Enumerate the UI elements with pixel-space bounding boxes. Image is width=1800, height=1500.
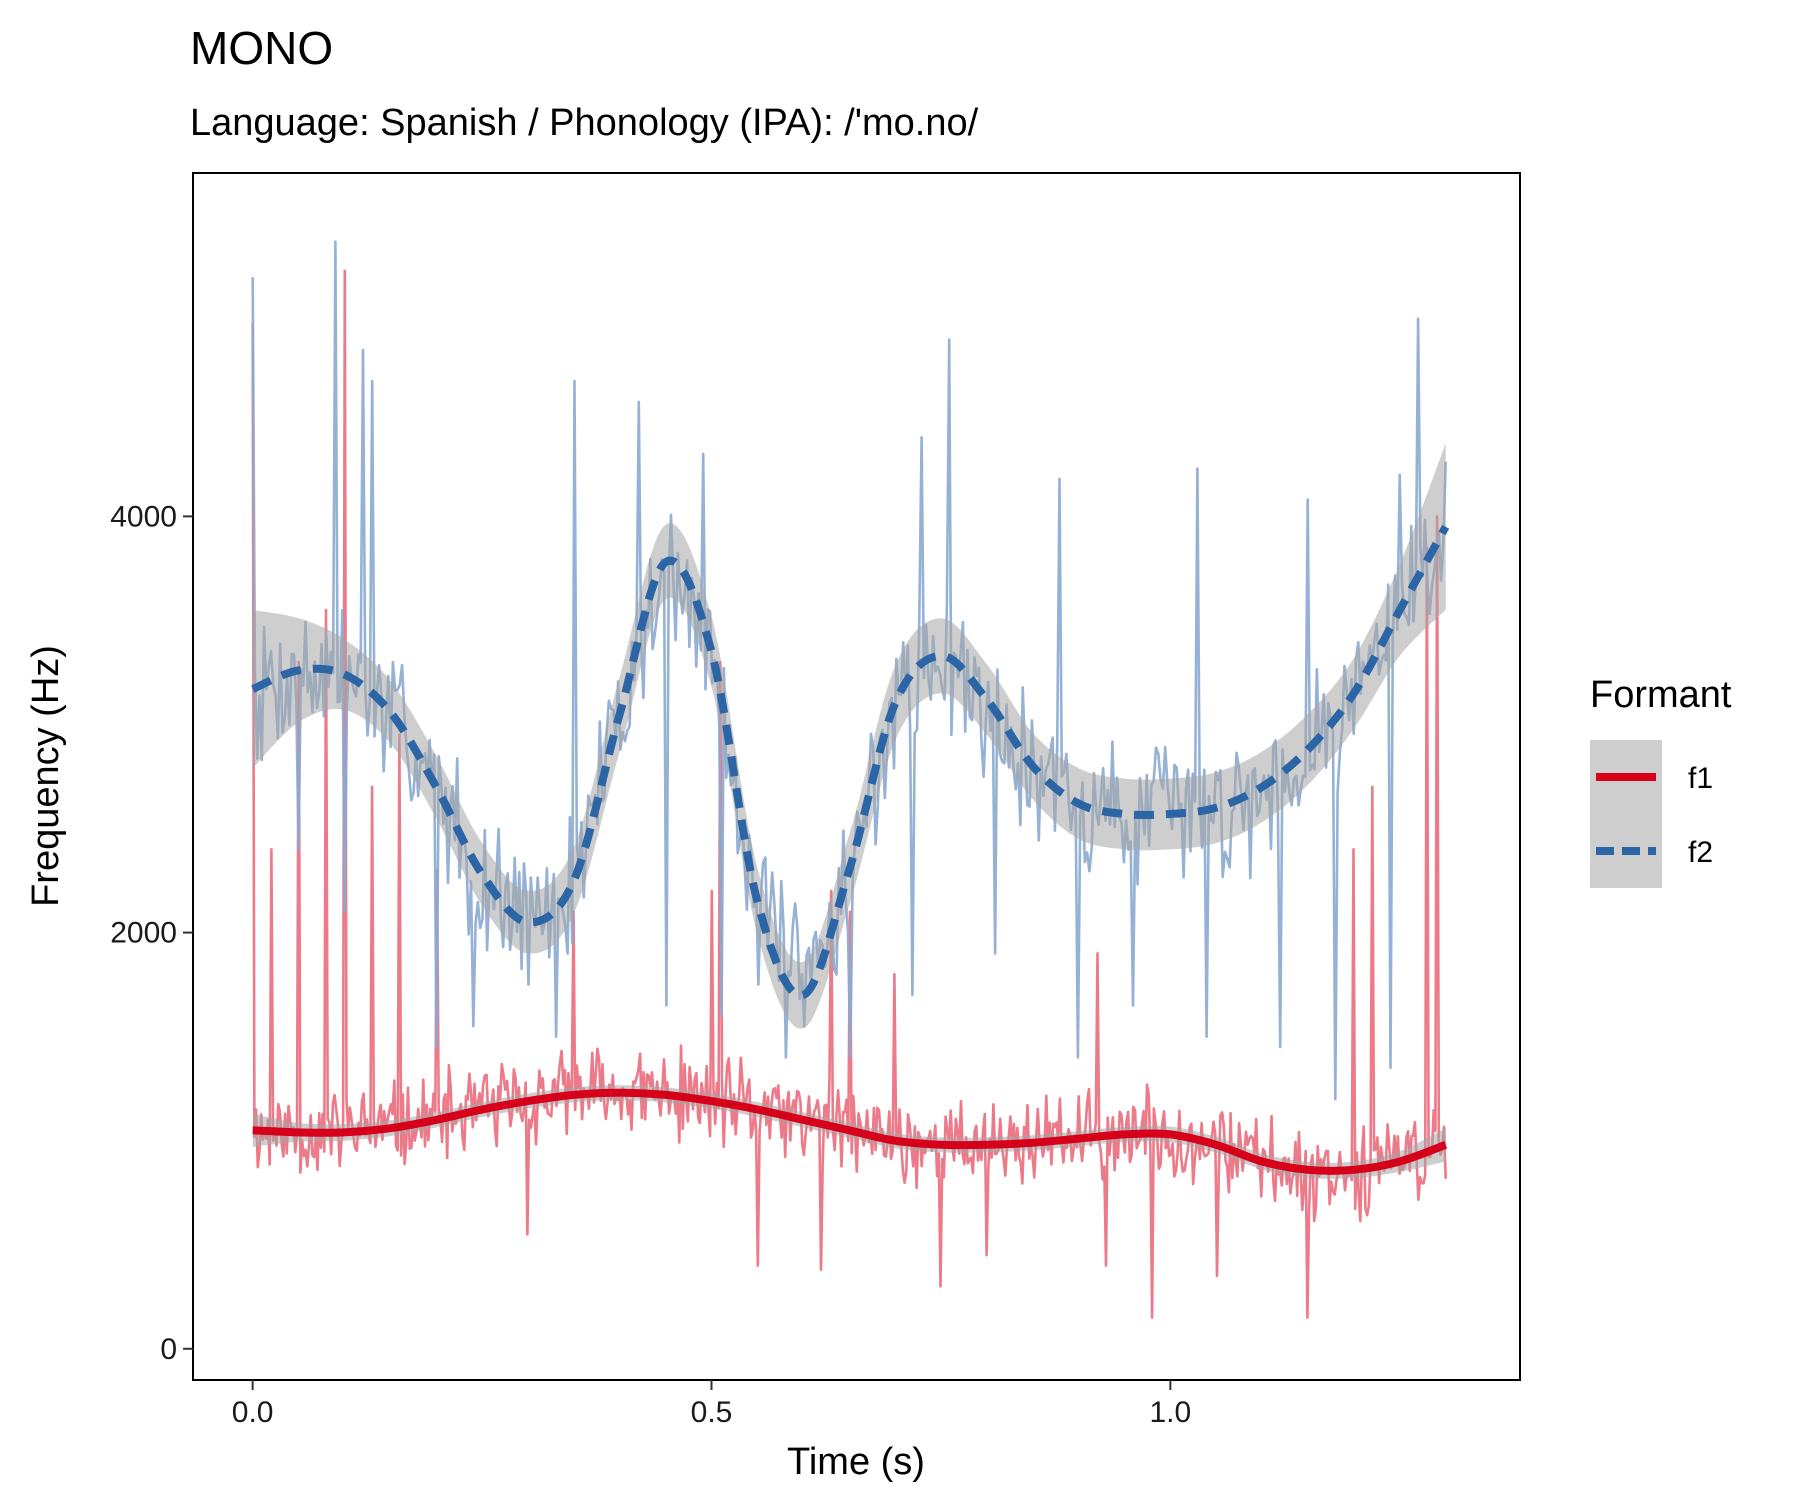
x-tick-label: 0.5 [691,1396,733,1429]
f2-raw-trace [251,240,1447,1101]
axes: 0.0 0.5 1.0 0 2000 4000 [110,500,1191,1429]
y-tick-label: 2000 [110,917,177,950]
x-axis-label: Time (s) [787,1441,925,1483]
plot-area [251,240,1450,1319]
f1-smooth-line [252,1088,1448,1175]
f2-smooth-line [251,524,1450,1000]
y-tick-label: 4000 [110,500,177,533]
chart-title: MONO [190,22,333,74]
legend-label-f2: f2 [1688,836,1713,869]
y-axis-label: Frequency (Hz) [25,645,67,907]
plot-panel-border [192,172,1521,1381]
x-tick-label: 0.0 [232,1396,274,1429]
legend-title: Formant [1590,674,1732,716]
legend: Formant f1 f2 [1590,674,1732,888]
chart-subtitle: Language: Spanish / Phonology (IPA): /'m… [190,102,979,144]
legend-label-f1: f1 [1688,762,1713,795]
legend-keys: f1 f2 [1590,740,1713,888]
y-tick-label: 0 [160,1333,177,1366]
x-tick-label: 1.0 [1149,1396,1191,1429]
